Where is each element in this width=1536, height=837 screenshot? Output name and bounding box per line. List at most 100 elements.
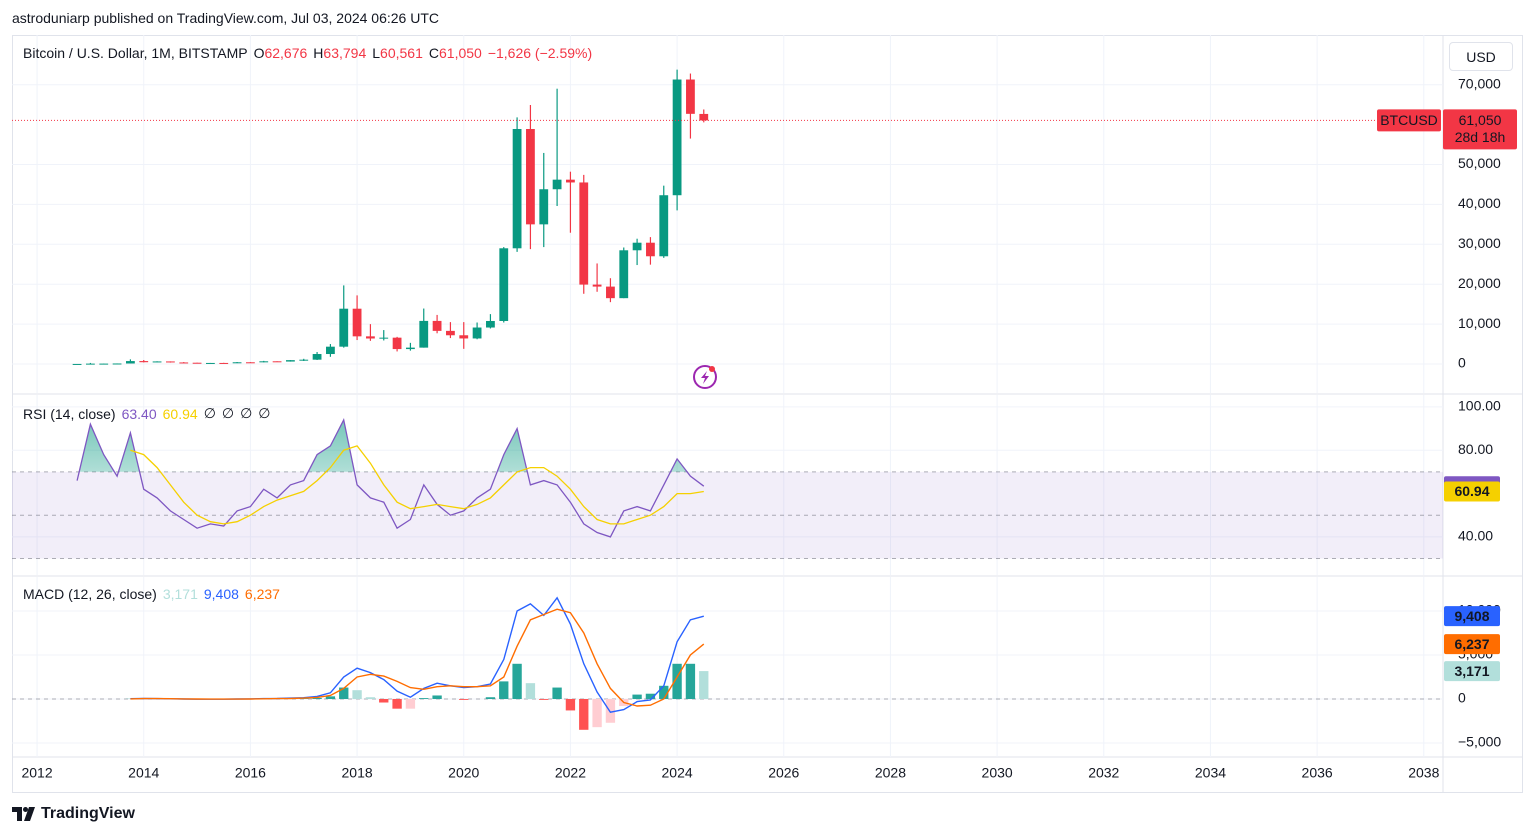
legend-value: 61,050 [439,45,482,61]
candle-body [526,128,535,225]
macd-badge: 9,408 [1454,608,1489,624]
legend-title: RSI (14, close) [23,405,116,422]
logo: TradingView [12,805,135,823]
last-price-label: 61,050 [1459,112,1502,128]
x-tick-label: 2018 [342,765,373,781]
candle-body [659,195,669,257]
candle-body [566,179,575,183]
candle-body [112,363,122,365]
histogram-bar [645,693,656,699]
candle-body [552,179,562,190]
x-tick-label: 2012 [21,765,52,781]
legend-value: 9,408 [203,586,239,602]
x-tick-label: 2020 [448,765,479,781]
candle-body [152,361,162,363]
legend-value: 60.94 [162,405,198,422]
candle-body [539,189,549,225]
candle-body [699,113,709,121]
legend-key: H [313,45,324,61]
legend-value: ∅ [258,405,271,421]
y-tick-label: 10,000 [1458,315,1501,331]
byline: astroduniarp published on TradingView.co… [12,10,440,26]
candle-body [472,327,482,339]
candle-body [579,182,589,285]
legend-value: ∅ [240,405,253,421]
legend-key: C [428,45,439,61]
candle-body [139,361,149,363]
candle-body [192,362,202,364]
candle-body [419,320,429,348]
logo-mark [12,807,35,821]
histogram-bar [539,698,549,700]
candle-body [232,362,242,364]
y-tick-label: 0 [1458,690,1466,706]
legend-item: O62,676 [254,45,308,61]
histogram-badge: 3,171 [1454,663,1489,679]
candle-body [459,335,469,339]
rsi-legend: RSI (14, close) 63.40 60.94 ∅ ∅ ∅ ∅ [23,405,271,422]
candle-body [672,79,682,196]
histogram-bar [485,697,496,699]
histogram-bar [579,698,589,730]
histogram-bar [312,697,322,699]
histogram-bar [672,663,682,699]
legend-key: L [372,45,381,61]
signal-badge-bg [1444,634,1500,655]
candle-body [646,242,655,257]
x-tick-label: 2028 [875,765,906,781]
currency-button[interactable]: USD [1449,42,1513,71]
y-tick-label: 0 [1458,355,1466,371]
x-tick-label: 2016 [235,765,266,781]
histogram-bar [405,698,416,709]
x-tick-label: 2024 [662,765,693,781]
pane: −5,00005,00010,0002012201420162018202020… [12,577,1501,781]
histogram-bar [339,687,349,699]
candle-body [326,346,335,355]
candle-body [499,248,509,321]
legend-item: L60,561 [372,45,423,61]
x-tick-label: 2038 [1408,765,1439,781]
legend-value: 63,794 [323,45,367,61]
x-tick-label: 2036 [1302,765,1333,781]
legend-change: −1,626 (−2.59%) [487,45,593,61]
pane: 40.00 80.00 100.00 63.40 60.94 [12,395,1501,575]
legend-value: 63.40 [121,405,157,422]
candle-body [286,360,295,362]
candle-body [86,363,95,365]
chart-frame [12,35,1523,793]
x-tick-label: 2022 [555,765,586,781]
legend-value: ∅ [203,405,216,421]
pane: 0 10,000 20,000 30,000 40,000 50,000 70,000 BTC… [12,35,1517,393]
symbol-tag-bg [1377,109,1441,132]
x-tick-label: 2030 [982,765,1013,781]
candle-body [512,128,522,249]
candle-body [486,320,495,328]
histogram-bar [392,698,402,709]
price-legend: Bitcoin / U.S. Dollar, 1M, BITSTAMP O62,6… [23,45,592,61]
candle-body [312,354,322,360]
histogram-bar [365,697,376,699]
legend-value: 3,171 [162,586,198,602]
candle-body [206,362,215,364]
y-tick-label: 40,000 [1458,195,1501,211]
candle-body [619,250,629,299]
histogram-bar [699,671,709,699]
y-tick-label: 30,000 [1458,235,1501,251]
x-tick-label: 2014 [128,765,159,781]
candle-body [99,363,109,365]
candle-body [259,361,269,363]
symbol-tag: BTCUSD [1380,112,1438,128]
logo-text: TradingView [41,805,135,822]
candle-body [126,361,135,364]
legend-title: Bitcoin / U.S. Dollar, 1M, BITSTAMP [23,45,248,61]
y-tick-label: 20,000 [1458,275,1501,291]
y-tick-label: 100.00 [1458,398,1501,414]
candle-body [406,347,415,350]
candle-body [246,362,255,364]
y-tick-label: 40.00 [1458,528,1493,544]
x-tick-label: 2026 [768,765,799,781]
legend-title: MACD (12, 26, close) [23,586,157,602]
macd-legend: MACD (12, 26, close) 3,171 9,408 6,237 [23,586,280,602]
rsi-line [130,445,704,525]
